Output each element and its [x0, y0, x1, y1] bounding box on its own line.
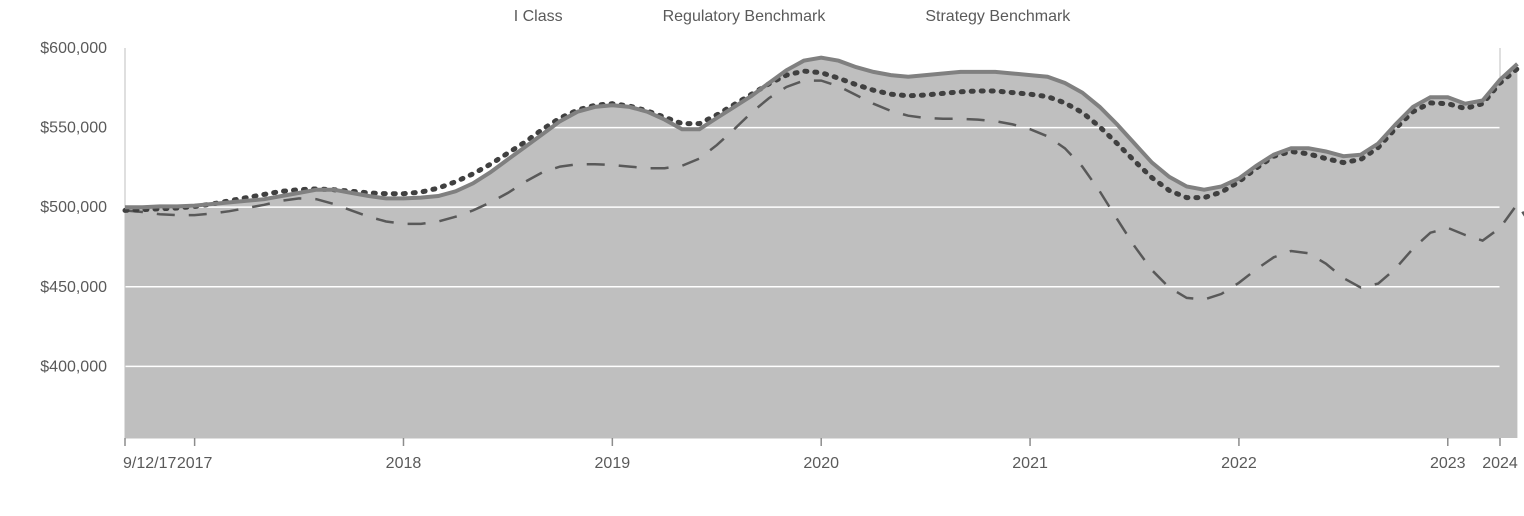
svg-text:2023: 2023 [1430, 455, 1466, 472]
legend: I Class Regulatory Benchmark Strategy Be… [0, 8, 1524, 26]
growth-chart: I Class Regulatory Benchmark Strategy Be… [0, 0, 1524, 516]
svg-text:$550,000: $550,000 [40, 120, 107, 137]
legend-item-i-class: I Class [454, 8, 563, 26]
svg-text:2024: 2024 [1482, 455, 1518, 472]
svg-text:2022: 2022 [1221, 455, 1257, 472]
svg-text:$600,000: $600,000 [40, 40, 107, 57]
legend-label: Strategy Benchmark [925, 8, 1070, 26]
legend-label: I Class [514, 8, 563, 26]
legend-label: Regulatory Benchmark [663, 8, 826, 26]
legend-item-regulatory: Regulatory Benchmark [603, 8, 826, 26]
svg-text:$500,000: $500,000 [40, 199, 107, 216]
chart-svg: $400,000 $450,000 $500,000 $550,000 $600,000… [0, 0, 1524, 516]
svg-text:2021: 2021 [1012, 455, 1048, 472]
svg-text:2017: 2017 [177, 455, 213, 472]
svg-text:$450,000: $450,000 [40, 279, 107, 296]
svg-text:2019: 2019 [595, 455, 631, 472]
svg-text:2020: 2020 [803, 455, 839, 472]
svg-text:9/12/17: 9/12/17 [123, 455, 176, 472]
legend-item-strategy: Strategy Benchmark [865, 8, 1070, 26]
svg-text:$400,000: $400,000 [40, 358, 107, 375]
svg-text:2018: 2018 [386, 455, 422, 472]
